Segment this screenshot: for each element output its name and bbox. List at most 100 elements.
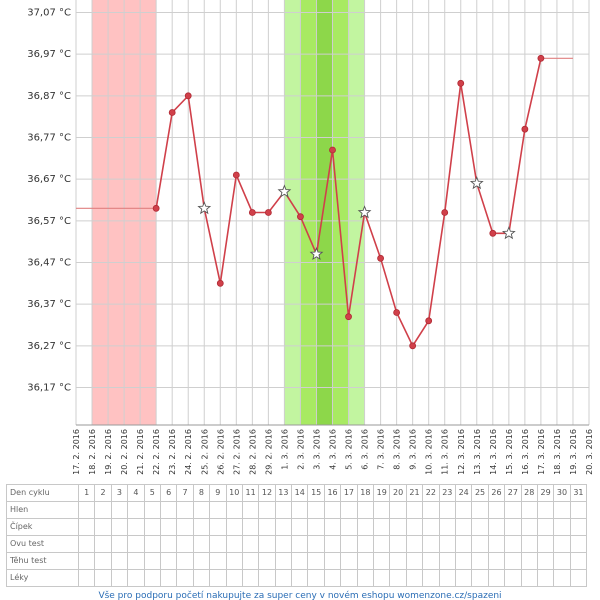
table-cell [405, 518, 424, 536]
point-dot-2 [184, 92, 192, 100]
x-tick-label-2: 19. 2. 2016 [104, 429, 113, 475]
day-number-30: 30 [553, 484, 571, 502]
day-number-26: 26 [487, 484, 506, 502]
table-cell [225, 518, 243, 536]
table-row: Ovu test [6, 535, 588, 553]
table-cell [340, 518, 358, 536]
table-cell [258, 569, 276, 587]
day-number-21: 21 [405, 484, 424, 502]
table-cell [94, 518, 112, 536]
table-cell [405, 569, 424, 587]
table-cell [127, 569, 145, 587]
x-tick-label-14: 2. 3. 2016 [296, 429, 305, 470]
table-cell [77, 552, 96, 570]
day-number-16: 16 [323, 484, 342, 502]
footer-link[interactable]: Vše pro podporu početí nakupujte za supe… [98, 591, 502, 600]
day-number-29: 29 [536, 484, 555, 502]
table-cell [143, 501, 161, 519]
table-cell [373, 518, 391, 536]
table-row: Léky [6, 569, 588, 587]
table-cell [192, 569, 211, 587]
x-tick-label-24: 12. 3. 2016 [457, 429, 466, 475]
x-tick-label-23: 11. 3. 2016 [441, 429, 450, 475]
table-row: Hlen [6, 501, 588, 519]
x-tick-label-15: 3. 3. 2016 [312, 429, 321, 470]
table-cell [94, 501, 112, 519]
table-cell [209, 569, 227, 587]
table-cell [225, 535, 243, 553]
table-cell [323, 569, 342, 587]
table-cell [373, 535, 391, 553]
table-cell [438, 569, 456, 587]
point-dot-21 [489, 229, 497, 237]
table-cell [405, 535, 424, 553]
table-cell [405, 501, 424, 519]
table-cell [487, 501, 506, 519]
table-cell [340, 569, 358, 587]
table-cell [176, 569, 194, 587]
table-cell [258, 501, 276, 519]
point-dot-14 [377, 254, 384, 262]
table-cell [536, 501, 555, 519]
table-cell [307, 552, 325, 570]
table-cell [389, 501, 407, 519]
day-number-8: 8 [192, 484, 211, 502]
table-cell [291, 535, 309, 553]
row-label-0: Hlen [6, 501, 79, 519]
table-cell [323, 535, 342, 553]
table-cell [340, 501, 358, 519]
day-number-1: 1 [77, 484, 96, 502]
table-cell [405, 552, 424, 570]
table-cell [94, 535, 112, 553]
table-cell [323, 501, 342, 519]
table-cell [159, 535, 178, 553]
day-number-23: 23 [438, 484, 456, 502]
x-tick-label-18: 6. 3. 2016 [361, 429, 370, 470]
table-cell [241, 535, 260, 553]
table-cell [487, 518, 506, 536]
table-cell [225, 552, 243, 570]
table-cell [569, 501, 588, 519]
day-number-5: 5 [143, 484, 161, 502]
table-cell [258, 518, 276, 536]
table-cell [389, 518, 407, 536]
day-number-4: 4 [127, 484, 145, 502]
table-cell [569, 535, 588, 553]
chart-dashes [76, 57, 573, 209]
point-dot-11 [329, 146, 336, 154]
table-cell [356, 535, 375, 553]
x-tick-label-20: 8. 3. 2016 [393, 429, 402, 470]
x-tick-label-13: 1. 3. 2016 [280, 429, 289, 470]
table-cell [176, 501, 194, 519]
table-cell [307, 569, 325, 587]
table-cell [77, 518, 96, 536]
table-cell [127, 552, 145, 570]
table-cell [487, 569, 506, 587]
table-cell [291, 552, 309, 570]
row-label-1: Čípek [6, 518, 79, 536]
table-cell [553, 535, 571, 553]
x-tick-label-1: 18. 2. 2016 [88, 429, 97, 475]
table-cell [127, 501, 145, 519]
table-row: Čípek [6, 518, 588, 536]
table-cell [274, 535, 293, 553]
table-cell [192, 501, 211, 519]
table-cell [569, 518, 588, 536]
table-cell [438, 535, 456, 553]
x-tick-label-11: 28. 2. 2016 [248, 429, 257, 475]
temperature-chart: 36,17 °C 36,27 °C 36,37 °C 36,47 °C 36,57 °C… [27, 0, 594, 475]
point-star-8 [277, 184, 292, 198]
y-tick-label-3: 36,47 °C [27, 258, 71, 269]
x-tick-label-31: 19. 3. 2016 [569, 429, 578, 475]
table-cell [94, 569, 112, 587]
table-cell [159, 518, 178, 536]
table-cell [504, 518, 522, 536]
table-cell [307, 535, 325, 553]
day-number-25: 25 [471, 484, 489, 502]
x-tick-label-10: 27. 2. 2016 [232, 429, 241, 475]
band-3 [316, 0, 333, 425]
table-cell [553, 518, 571, 536]
day-number-12: 12 [258, 484, 276, 502]
table-cell [110, 535, 129, 553]
x-tick-label-28: 16. 3. 2016 [521, 429, 530, 475]
